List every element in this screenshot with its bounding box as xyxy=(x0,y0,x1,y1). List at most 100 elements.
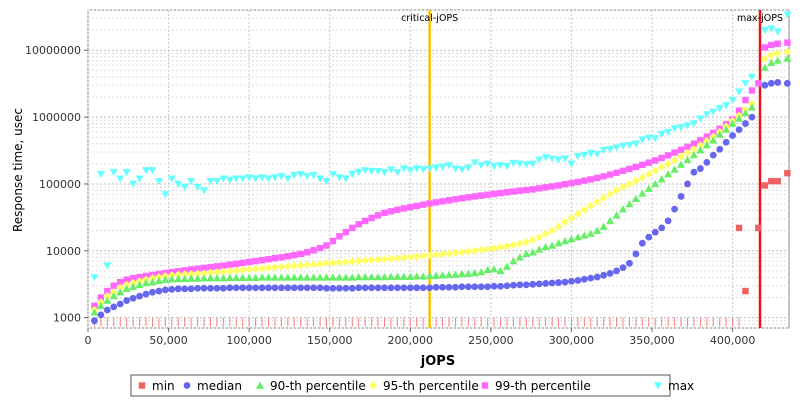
data-point xyxy=(690,168,698,176)
data-point xyxy=(328,258,337,267)
data-point xyxy=(767,50,776,59)
data-point xyxy=(329,237,337,245)
data-point xyxy=(122,168,131,177)
data-point xyxy=(574,178,582,186)
data-point xyxy=(484,283,492,291)
data-point xyxy=(367,273,376,281)
data-point xyxy=(548,183,556,190)
data-point xyxy=(341,175,350,183)
data-point xyxy=(374,255,383,264)
data-point xyxy=(683,149,692,158)
data-point xyxy=(626,259,633,267)
data-point xyxy=(419,166,428,174)
data-point xyxy=(496,266,505,275)
data-point xyxy=(496,243,505,252)
data-point xyxy=(432,250,441,259)
data-point xyxy=(438,271,447,279)
data-point xyxy=(690,140,698,147)
data-point xyxy=(322,259,331,268)
data-point xyxy=(200,284,208,292)
data-point xyxy=(555,182,562,189)
data-point xyxy=(348,257,357,266)
data-point xyxy=(568,277,575,285)
legend-marker xyxy=(183,382,191,389)
x-axis-title: jOPS xyxy=(420,354,455,369)
data-point xyxy=(651,166,660,175)
data-point xyxy=(702,141,711,149)
data-point xyxy=(187,266,195,273)
data-series xyxy=(90,11,792,325)
data-point xyxy=(471,193,478,200)
data-point xyxy=(212,268,221,277)
data-point xyxy=(335,273,344,281)
data-point xyxy=(464,247,473,256)
data-point xyxy=(580,275,588,283)
data-point xyxy=(316,273,325,281)
data-point xyxy=(284,253,292,260)
data-point xyxy=(484,191,491,198)
data-point xyxy=(773,49,782,58)
data-point xyxy=(361,256,370,265)
data-point xyxy=(271,254,279,262)
data-point xyxy=(722,102,731,110)
data-point xyxy=(425,271,434,280)
legend-marker xyxy=(481,382,489,389)
data-point xyxy=(225,273,234,281)
data-point xyxy=(652,157,659,164)
data-point xyxy=(574,277,582,284)
data-point xyxy=(103,262,112,270)
y-tick-label: 10000 xyxy=(46,245,81,258)
data-point xyxy=(335,258,344,267)
data-point xyxy=(619,167,627,175)
data-point xyxy=(387,208,395,215)
data-point xyxy=(645,159,652,166)
data-point xyxy=(457,166,466,174)
data-point xyxy=(187,177,196,186)
data-point xyxy=(606,216,615,225)
data-point xyxy=(567,235,576,243)
data-point xyxy=(419,201,427,208)
data-point xyxy=(400,205,408,212)
data-point xyxy=(206,177,215,186)
x-tick-label: 300,000 xyxy=(549,334,595,347)
data-point xyxy=(399,253,408,262)
data-point xyxy=(548,155,557,163)
data-point xyxy=(664,170,673,178)
data-point xyxy=(689,120,698,128)
data-point xyxy=(309,273,318,281)
data-point xyxy=(316,175,325,183)
data-point xyxy=(174,270,183,279)
data-point xyxy=(709,136,718,144)
data-point xyxy=(232,273,241,281)
data-point xyxy=(142,290,150,298)
data-point xyxy=(774,79,782,86)
data-point xyxy=(90,308,99,316)
data-point xyxy=(207,263,214,271)
legend-marker xyxy=(138,382,146,389)
data-point xyxy=(477,162,486,170)
data-point xyxy=(154,177,163,186)
data-point xyxy=(638,189,647,197)
data-point xyxy=(645,233,653,241)
data-point xyxy=(657,175,666,183)
data-point xyxy=(509,257,518,265)
data-point xyxy=(251,264,260,273)
data-point xyxy=(593,197,602,206)
data-point xyxy=(586,229,595,237)
data-point xyxy=(264,263,273,272)
x-tick-label: 250,000 xyxy=(468,334,514,347)
data-point xyxy=(309,260,318,269)
data-point xyxy=(290,172,299,180)
data-point xyxy=(599,193,608,202)
axes: 0 50,000 100,000 150,000 200,000 250,000 300,0… xyxy=(25,44,755,347)
data-point xyxy=(658,224,666,232)
data-point xyxy=(613,169,620,176)
data-point xyxy=(265,255,272,263)
y-axis-title: Response time, usec xyxy=(11,108,25,232)
data-point xyxy=(284,284,292,292)
data-point xyxy=(213,263,221,270)
data-point xyxy=(354,256,363,265)
data-point xyxy=(542,184,549,191)
data-point xyxy=(483,265,492,273)
data-point xyxy=(180,183,189,192)
